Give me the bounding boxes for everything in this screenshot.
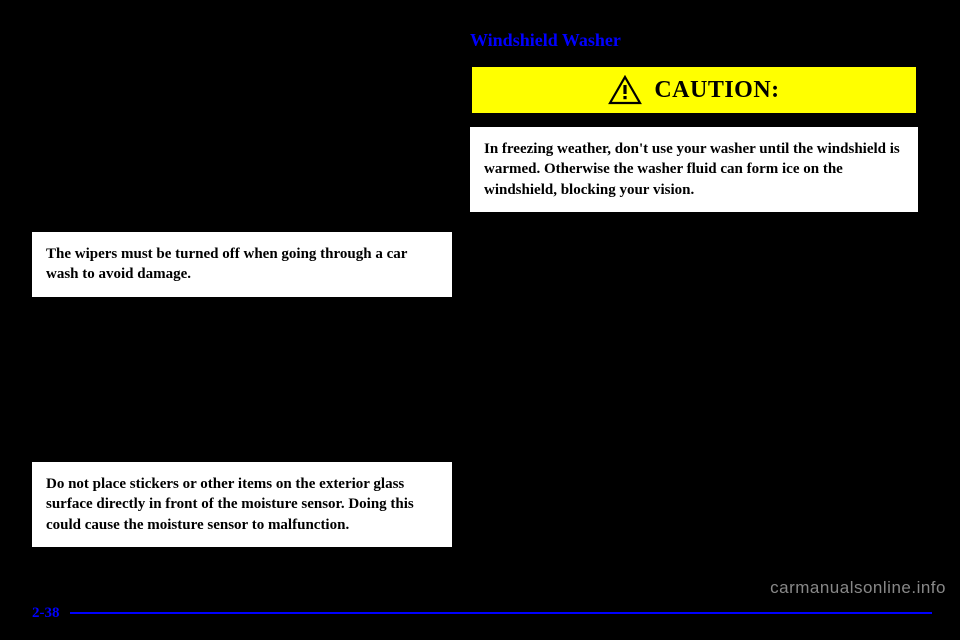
- manual-page: The wipers must be turned off when going…: [0, 0, 960, 640]
- page-number: 2-38: [32, 605, 60, 622]
- notice-text: Do not place stickers or other items on …: [46, 476, 414, 533]
- watermark-text: carmanualsonline.info: [770, 578, 946, 598]
- footer-rule: [70, 612, 932, 614]
- caution-body-text: In freezing weather, don't use your wash…: [484, 141, 900, 198]
- warning-triangle-icon: [608, 75, 642, 105]
- notice-box-carwash: The wipers must be turned off when going…: [32, 230, 452, 299]
- notice-box-sensor: Do not place stickers or other items on …: [32, 460, 452, 549]
- section-title: Windshield Washer: [470, 30, 920, 51]
- caution-body-box: In freezing weather, don't use your wash…: [470, 125, 918, 214]
- right-column: Windshield Washer CAUTION: In freezing w…: [470, 30, 920, 214]
- notice-text: The wipers must be turned off when going…: [46, 246, 407, 282]
- caution-header: CAUTION:: [470, 65, 918, 115]
- caution-label: CAUTION:: [654, 77, 779, 104]
